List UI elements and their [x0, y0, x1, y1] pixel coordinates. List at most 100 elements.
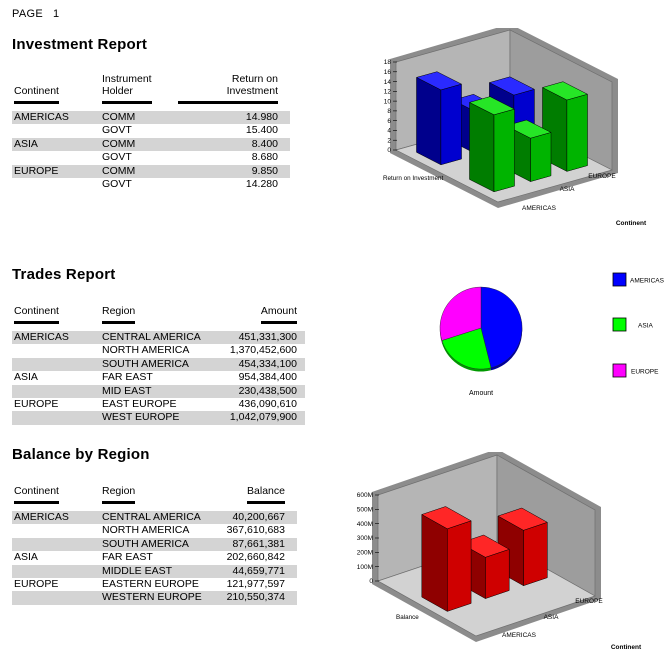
y-tick-label: 12	[384, 89, 392, 96]
table-cell: 8.680	[251, 151, 278, 164]
y-tick-label: 2	[387, 137, 391, 144]
legend-swatch-EUROPE	[612, 363, 627, 378]
table-cell: 954,384,400	[238, 371, 297, 384]
table-row: GOVT 14.280	[12, 178, 290, 191]
pie-slice-ASIA	[441, 327, 492, 370]
bar-top-face	[488, 76, 536, 96]
table-cell: 44,659,771	[232, 564, 285, 577]
y-tick-label: 400M	[357, 521, 373, 528]
y-tick-label: 8	[387, 108, 391, 115]
y-tick-label: 0	[387, 147, 391, 154]
table-row: AMERICAS CENTRAL AMERICA 40,200,667	[12, 511, 297, 525]
y-tick-label: 16	[384, 69, 392, 76]
bar-AMERICAS-COMM	[415, 71, 463, 166]
table-row: MIDDLE EAST 44,659,771	[12, 564, 297, 578]
table-cell: EUROPE	[14, 577, 59, 590]
table-row: ASIA FAR EAST 202,660,842	[12, 551, 297, 564]
table-cell: ASIA	[14, 551, 38, 564]
table-cell: 436,090,610	[238, 397, 297, 410]
legend-item-AMERICAS: AMERICAS	[612, 272, 665, 287]
bar-front-face	[493, 108, 515, 193]
table-row: NORTH AMERICA 367,610,683	[12, 524, 297, 537]
table-cell	[12, 538, 102, 551]
investment-table: Continent Instrument Holder Return on In…	[12, 68, 290, 191]
bar-front-face	[523, 521, 548, 587]
table-cell: GOVT	[102, 124, 132, 137]
table-row: ASIA FAR EAST 954,384,400	[12, 371, 305, 384]
bar-front-face	[485, 548, 510, 599]
trades-table: Continent Region Amount AMERICAS CENTRAL …	[12, 288, 305, 425]
table-row: EUROPE EAST EUROPE 436,090,610	[12, 398, 305, 411]
table-cell: MID EAST	[102, 384, 152, 397]
column-header-amount: Amount	[216, 305, 305, 324]
investment-table-body: AMERICAS COMM 14.980 GOVT 15.400 ASIA COMM 8.40…	[12, 111, 290, 191]
column-header-balance: Balance	[216, 485, 297, 504]
x-axis-title: Continent	[611, 644, 642, 650]
bar-top-face	[468, 96, 516, 116]
table-cell: SOUTH AMERICA	[102, 537, 189, 550]
column-header-continent: Continent	[12, 485, 102, 504]
investment-report-title: Investment Report	[12, 36, 148, 53]
table-row: SOUTH AMERICA 87,661,381	[12, 537, 297, 552]
legend-label: AMERICAS	[630, 278, 665, 285]
category-label: EUROPE	[575, 598, 603, 605]
table-row: GOVT 15.400	[12, 124, 290, 137]
table-cell: ASIA	[14, 371, 38, 384]
pie-slice-EUROPE	[439, 286, 482, 341]
table-cell: EAST EUROPE	[102, 397, 177, 410]
legend-label: EUROPE	[631, 369, 659, 376]
table-cell: CENTRAL AMERICA	[102, 511, 201, 523]
legend-label: ASIA	[638, 323, 653, 330]
legend-item-EUROPE: EUROPE	[612, 363, 659, 378]
table-cell	[12, 358, 102, 371]
balance-3d-bar-chart-svg: 600M 500M 400M 300M 200M 100M 0 AMERICAS ASIA EUR…	[357, 452, 642, 650]
y-axis-title: Return on Investment	[383, 175, 443, 182]
table-header-row: Continent Instrument Holder Return on In…	[12, 68, 290, 104]
bar-side-face	[416, 76, 442, 166]
table-row: WEST EUROPE 1,042,079,900	[12, 411, 305, 425]
table-cell: AMERICAS	[14, 331, 69, 343]
y-tick-label: 6	[387, 118, 391, 125]
bar-front-face	[530, 132, 552, 182]
category-label: ASIA	[544, 614, 559, 621]
table-cell	[12, 178, 102, 191]
table-cell: NORTH AMERICA	[102, 524, 190, 537]
category-label: ASIA	[560, 186, 575, 193]
bar-ASIA-GOVT	[505, 119, 552, 183]
table-cell	[12, 591, 102, 604]
trades-report-title: Trades Report	[12, 266, 116, 283]
y-tick-label: 4	[387, 128, 391, 135]
trades-pie-chart: Amount AMERICAS ASIA EUROPE	[398, 258, 672, 418]
table-cell: AMERICAS	[14, 511, 69, 523]
table-cell: 8.400	[251, 137, 278, 150]
table-cell: EASTERN EUROPE	[102, 577, 199, 590]
table-row: AMERICAS CENTRAL AMERICA 451,331,300	[12, 331, 305, 345]
table-cell: FAR EAST	[102, 371, 153, 384]
table-cell: GOVT	[102, 177, 132, 190]
table-cell: 367,610,683	[226, 524, 285, 537]
y-tick-label: 600M	[357, 492, 373, 499]
bar-side-face	[421, 514, 448, 612]
page-label-text: PAGE	[12, 8, 43, 20]
table-cell: 14.280	[245, 177, 278, 190]
bar-AMERICAS-GOVT	[468, 96, 516, 193]
table-cell: EUROPE	[14, 164, 59, 177]
table-cell: CENTRAL AMERICA	[102, 331, 201, 343]
table-cell: SOUTH AMERICA	[102, 357, 189, 370]
balance-table-body: AMERICAS CENTRAL AMERICA 40,200,667 NORTH A…	[12, 511, 297, 605]
table-cell: 40,200,667	[232, 511, 285, 523]
table-cell: 9.850	[251, 164, 278, 177]
table-cell: GOVT	[102, 151, 132, 164]
table-cell: 121,977,597	[226, 577, 285, 590]
investment-3d-bar-chart: 18 16 14 12 10 8 6 4 2 0 AMERICAS ASIA EUROPE Contine…	[366, 28, 672, 228]
category-label: AMERICAS	[522, 205, 557, 212]
legend-swatch-ASIA	[612, 317, 627, 332]
table-row: MID EAST 230,438,500	[12, 384, 305, 398]
table-row: AMERICAS COMM 14.980	[12, 111, 290, 125]
table-cell: AMERICAS	[14, 111, 69, 123]
column-header-instrument-holder: Instrument Holder	[102, 73, 178, 104]
table-row: NORTH AMERICA 1,370,452,600	[12, 344, 305, 357]
table-cell	[12, 411, 102, 424]
table-cell: 454,334,100	[238, 357, 297, 370]
table-row: ASIA COMM 8.400	[12, 137, 290, 152]
